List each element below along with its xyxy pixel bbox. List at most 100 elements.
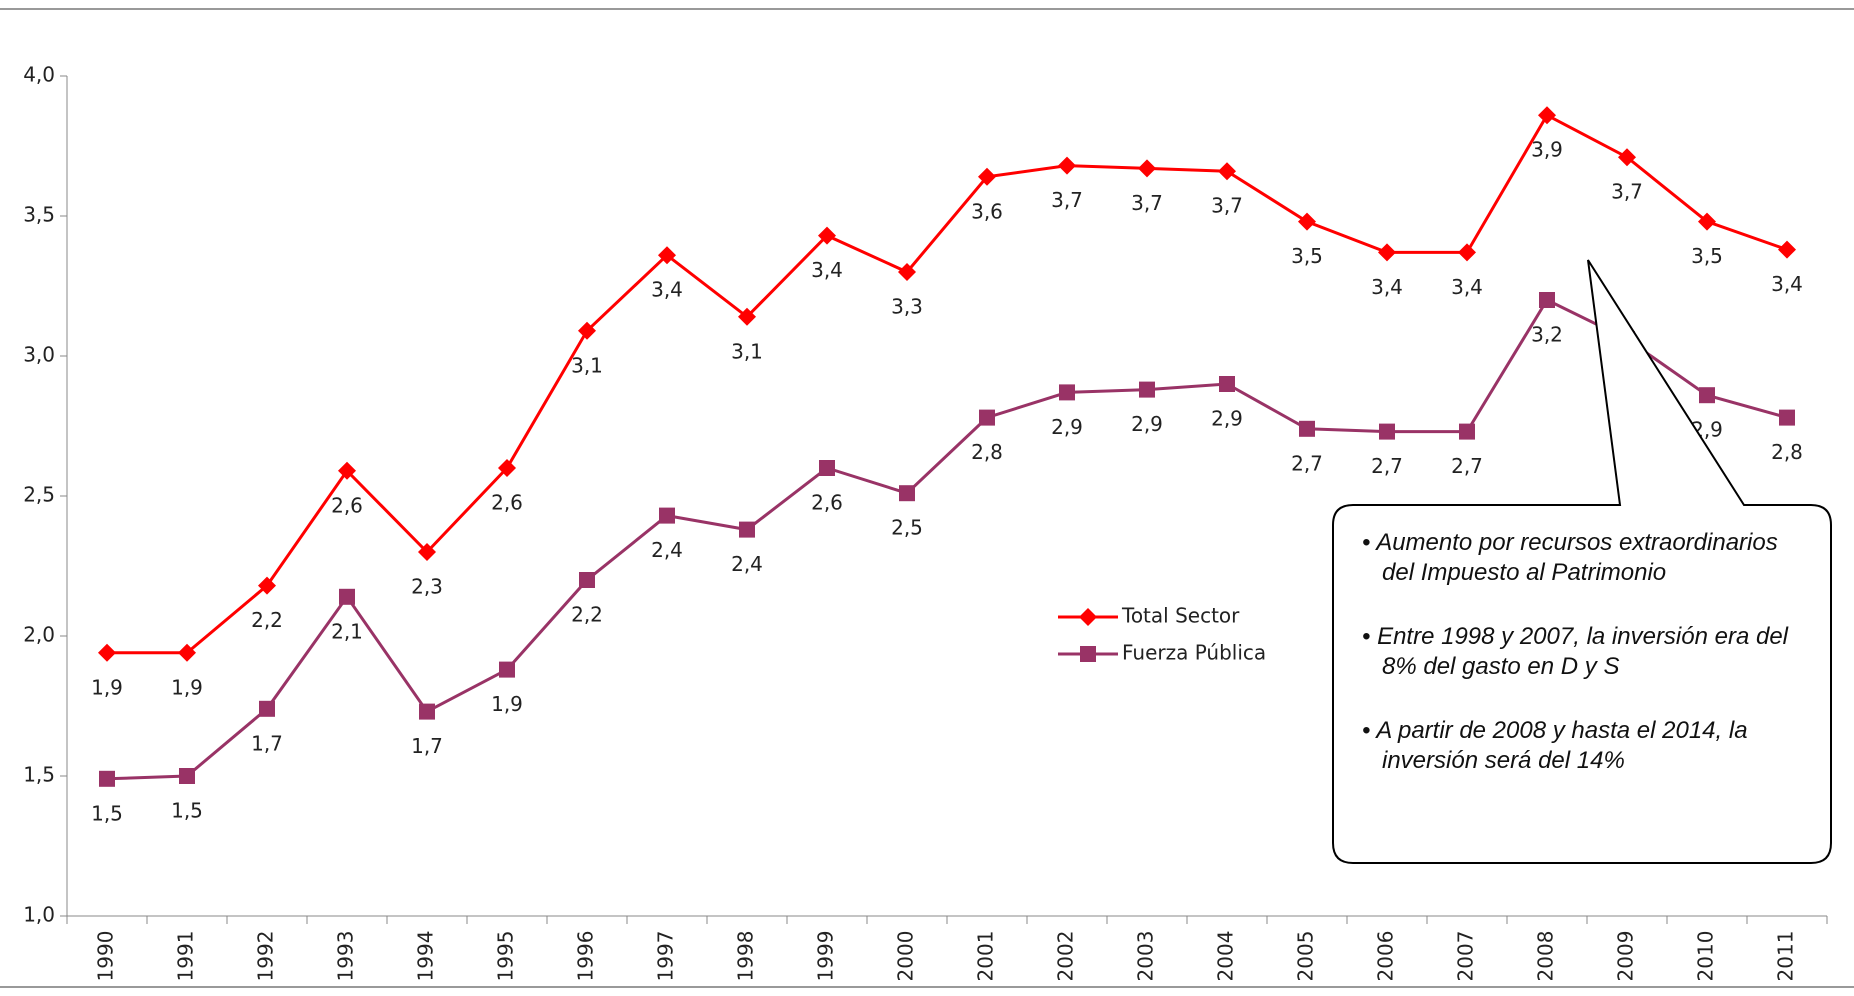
marker xyxy=(659,507,675,524)
data-label: 3,3 xyxy=(891,295,923,319)
marker xyxy=(1139,381,1155,398)
data-label: 1,9 xyxy=(91,675,123,699)
marker xyxy=(979,409,995,426)
callout-bullet: • Aumento por recursos extraordinarios d… xyxy=(1362,529,1778,586)
marker xyxy=(898,263,916,281)
data-label: 3,7 xyxy=(1211,194,1243,218)
marker xyxy=(1219,376,1235,392)
series-line xyxy=(107,113,1788,655)
annotation: Aumento por recursos extraordinarios del… xyxy=(1376,529,1778,586)
x-tick-label: 1991 xyxy=(174,931,198,982)
marker xyxy=(739,521,755,538)
series-line xyxy=(106,298,1788,781)
marker xyxy=(1298,212,1316,231)
marker xyxy=(1458,243,1476,262)
marker xyxy=(258,576,276,595)
callout-text: • Aumento por recursos extraordinarios d… xyxy=(1362,528,1802,810)
marker xyxy=(1299,420,1315,437)
data-label: 3,2 xyxy=(1531,323,1563,347)
data-label: 2,4 xyxy=(731,552,763,576)
marker xyxy=(1618,148,1636,167)
y-tick-label: 2,5 xyxy=(23,483,55,507)
data-label: 2,4 xyxy=(651,538,683,562)
x-tick-label: 2007 xyxy=(1454,931,1478,982)
marker xyxy=(1218,162,1236,181)
x-tick-label: 1994 xyxy=(414,931,438,982)
x-tick-label: 2006 xyxy=(1374,931,1398,982)
data-label: 3,5 xyxy=(1691,244,1723,268)
data-label: 1,9 xyxy=(491,692,523,716)
y-tick-label: 3,5 xyxy=(23,203,55,227)
marker xyxy=(499,661,515,678)
marker xyxy=(1538,106,1556,125)
data-label: 3,4 xyxy=(1771,272,1803,296)
marker xyxy=(738,307,756,326)
x-tick-label: 1993 xyxy=(334,931,358,982)
x-tick-label: 2004 xyxy=(1214,931,1238,982)
data-label: 1,7 xyxy=(251,731,283,755)
data-label: 2,7 xyxy=(1371,454,1403,478)
data-label: 3,4 xyxy=(1451,275,1483,299)
data-label: 1,9 xyxy=(171,675,203,699)
legend-marker xyxy=(1079,608,1097,626)
marker xyxy=(819,460,835,476)
legend-label: Total Sector xyxy=(1121,604,1240,628)
x-tick-label: 2003 xyxy=(1134,931,1158,982)
callout-bullet: • Entre 1998 y 2007, la inversión era de… xyxy=(1362,623,1789,680)
data-label: 2,9 xyxy=(1211,407,1243,431)
marker xyxy=(1059,384,1075,401)
x-tick-label: 1990 xyxy=(94,931,118,982)
data-label: 3,6 xyxy=(971,199,1003,223)
marker xyxy=(99,770,115,787)
data-label: 3,1 xyxy=(571,353,603,377)
data-label: 3,7 xyxy=(1611,180,1643,204)
marker xyxy=(178,643,196,662)
legend-marker xyxy=(1080,646,1096,662)
x-tick-label: 1998 xyxy=(734,931,758,982)
data-label: 2,3 xyxy=(411,575,443,599)
marker xyxy=(1459,423,1475,440)
data-label: 2,2 xyxy=(251,608,283,632)
data-label: 2,8 xyxy=(971,440,1003,464)
data-label: 3,4 xyxy=(811,258,843,282)
marker xyxy=(1699,387,1715,404)
marker xyxy=(658,246,676,265)
annotation: A partir de 2008 y hasta el 2014, la inv… xyxy=(1376,717,1748,774)
marker xyxy=(1379,423,1395,440)
data-label: 2,6 xyxy=(491,491,523,515)
y-tick-label: 4,0 xyxy=(23,63,55,87)
data-label: 2,7 xyxy=(1291,451,1323,475)
data-label: 2,8 xyxy=(1771,440,1803,464)
callout-bullet: • A partir de 2008 y hasta el 2014, la i… xyxy=(1362,717,1748,774)
marker xyxy=(338,461,356,480)
marker xyxy=(1778,240,1796,259)
data-label: 2,6 xyxy=(811,491,843,515)
marker xyxy=(418,543,436,561)
marker xyxy=(179,768,195,784)
marker xyxy=(578,321,596,340)
marker xyxy=(899,485,915,502)
y-tick-label: 1,0 xyxy=(23,903,55,927)
x-tick-label: 1996 xyxy=(574,931,598,982)
marker xyxy=(1378,243,1396,262)
marker xyxy=(98,643,116,662)
marker xyxy=(1058,156,1076,175)
data-label: 2,9 xyxy=(1051,415,1083,439)
data-label: 1,5 xyxy=(171,799,203,823)
marker xyxy=(339,588,355,605)
data-label: 3,7 xyxy=(1131,191,1163,215)
y-tick-label: 3,0 xyxy=(23,343,55,367)
x-tick-label: 2002 xyxy=(1054,931,1078,982)
marker xyxy=(498,459,516,477)
data-label: 2,2 xyxy=(571,603,603,627)
data-label: 2,9 xyxy=(1131,412,1163,436)
x-tick-label: 2001 xyxy=(974,931,998,982)
data-label: 1,5 xyxy=(91,801,123,825)
data-label: 3,4 xyxy=(651,278,683,302)
marker xyxy=(579,572,595,588)
x-tick-label: 2011 xyxy=(1774,931,1798,982)
x-tick-label: 2010 xyxy=(1694,931,1718,982)
x-tick-label: 1997 xyxy=(654,931,678,982)
